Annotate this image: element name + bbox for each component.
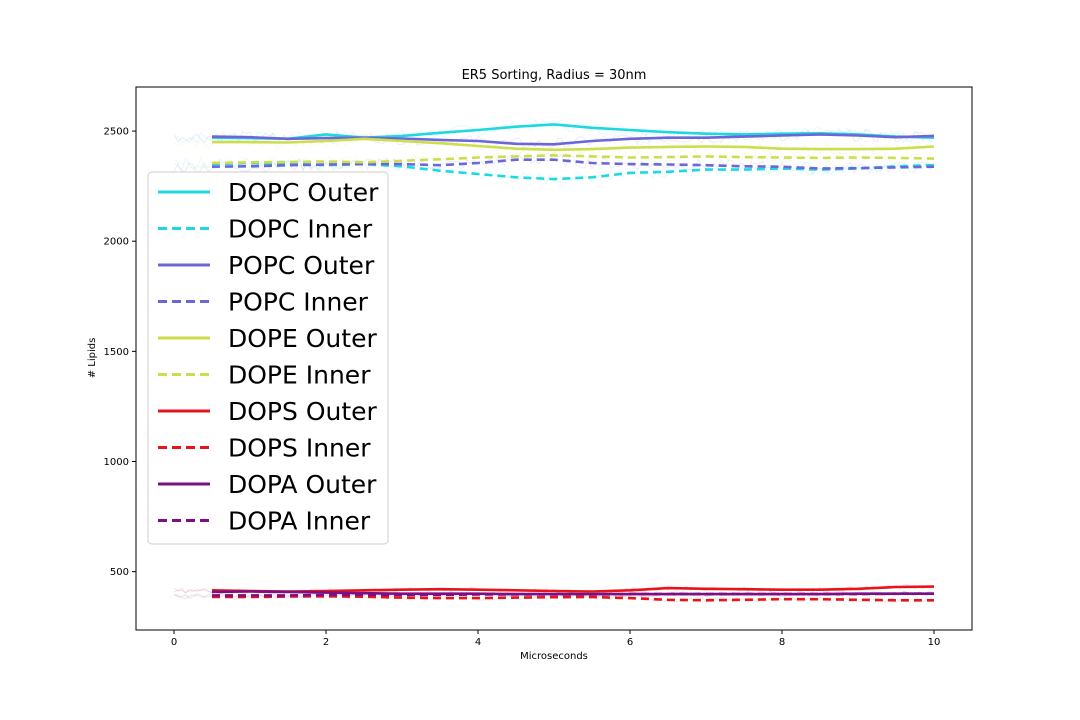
legend: DOPC Outer DOPC Inner POPC Outer POPC Inner… xyxy=(147,171,389,545)
legend-label: DOPC Inner xyxy=(228,215,373,244)
legend-label: DOPE Outer xyxy=(228,324,377,353)
series-line-dops-inner xyxy=(212,594,934,602)
raw-noise-dopc-outer xyxy=(173,118,935,145)
legend-label: DOPA Inner xyxy=(228,507,371,536)
x-tick-label: 6 xyxy=(627,637,633,648)
series-layer xyxy=(211,123,935,602)
x-tick-label: 2 xyxy=(323,637,329,648)
y-axis: 500 1000 1500 2000 2500 xyxy=(104,127,136,578)
legend-label: DOPS Outer xyxy=(228,397,378,426)
legend-label: DOPC Outer xyxy=(228,178,379,207)
series-line-popc-inner xyxy=(211,158,935,170)
plot-area-frame xyxy=(135,86,973,631)
series-line-dope-inner xyxy=(211,154,935,165)
series-line-dopa-inner xyxy=(212,592,934,597)
raw-noise-dopc-inner xyxy=(173,157,935,185)
y-tick-label: 1000 xyxy=(104,457,129,468)
legend-label: DOPE Inner xyxy=(228,361,371,390)
x-tick-label: 8 xyxy=(779,637,785,648)
chart-title: ER5 Sorting, Radius = 30nm xyxy=(462,68,647,83)
x-tick-label: 4 xyxy=(475,637,481,648)
y-tick-label: 2000 xyxy=(104,237,129,248)
legend-label: POPC Inner xyxy=(228,288,369,317)
series-line-dope-outer xyxy=(212,137,935,152)
series-line-popc-outer xyxy=(211,133,935,146)
legend-label: DOPA Outer xyxy=(228,470,377,499)
y-tick-label: 500 xyxy=(110,567,129,578)
x-tick-label: 10 xyxy=(928,637,941,648)
y-axis-label: # Lipids xyxy=(87,338,98,379)
x-axis-label: Microseconds xyxy=(520,651,588,662)
y-tick-label: 1500 xyxy=(104,347,129,358)
legend-label: POPC Outer xyxy=(228,251,375,280)
x-axis: 0 2 4 6 8 10 xyxy=(171,630,941,648)
x-tick-label: 0 xyxy=(171,637,177,648)
y-tick-label: 2500 xyxy=(104,127,129,138)
series-line-dops-outer xyxy=(211,585,935,593)
legend-label: DOPS Inner xyxy=(228,434,371,463)
